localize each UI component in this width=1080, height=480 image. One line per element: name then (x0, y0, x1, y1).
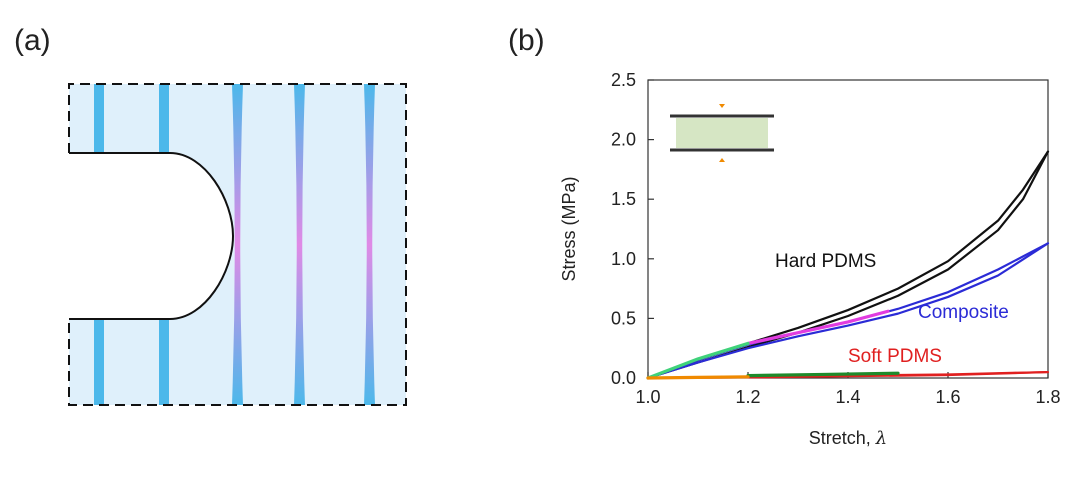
x-tick-label: 1.0 (635, 387, 660, 407)
y-tick-label: 1.5 (611, 189, 636, 209)
curve-magenta-segment (746, 309, 890, 346)
x-axis-title-symbol: λ (875, 428, 887, 449)
notch-cut (66, 153, 233, 319)
label-composite: Composite (918, 302, 1009, 323)
label-soft-pdms: Soft PDMS (848, 346, 942, 367)
notch-outline (69, 152, 235, 320)
x-tick-label: 1.6 (935, 387, 960, 407)
sample-dashed-border (68, 83, 407, 406)
inset-sample (676, 118, 768, 148)
y-axis-title: Stress (MPa) (559, 176, 579, 281)
y-tick-label: 2.5 (611, 70, 636, 90)
fiber-3 (232, 84, 243, 405)
x-tick-label: 1.8 (1035, 387, 1060, 407)
curve-orange-segment (646, 375, 750, 380)
curve-dark-green-segment (746, 371, 900, 378)
x-axis-title-text: Stretch, (809, 428, 876, 448)
y-tick-label: 0.0 (611, 368, 636, 388)
inset-arrow-down-icon (719, 158, 725, 162)
x-axis-title: Stretch, λ (809, 428, 887, 449)
y-tick-label: 2.0 (611, 130, 636, 150)
notched-sample-diagram (66, 83, 407, 406)
inset-arrow-up-icon (719, 104, 725, 108)
fiber-5 (364, 84, 375, 405)
y-tick-label: 0.5 (611, 308, 636, 328)
panel-label-a: (a) (14, 24, 51, 57)
panel-label-b: (b) (508, 24, 545, 57)
y-tick-label: 1.0 (611, 249, 636, 269)
fiber-4 (294, 84, 305, 405)
stress-stretch-chart: 1.0 1.2 1.4 1.6 1.8 0.0 0.5 1.0 1.5 2.0 2.5 Hard P… (559, 70, 1061, 449)
x-tick-label: 1.2 (735, 387, 760, 407)
x-tick-label: 1.4 (835, 387, 860, 407)
label-hard-pdms: Hard PDMS (775, 251, 876, 272)
curve-green-segment (646, 341, 750, 380)
inset-schematic (670, 104, 774, 162)
curve-composite-unload (647, 242, 1049, 380)
